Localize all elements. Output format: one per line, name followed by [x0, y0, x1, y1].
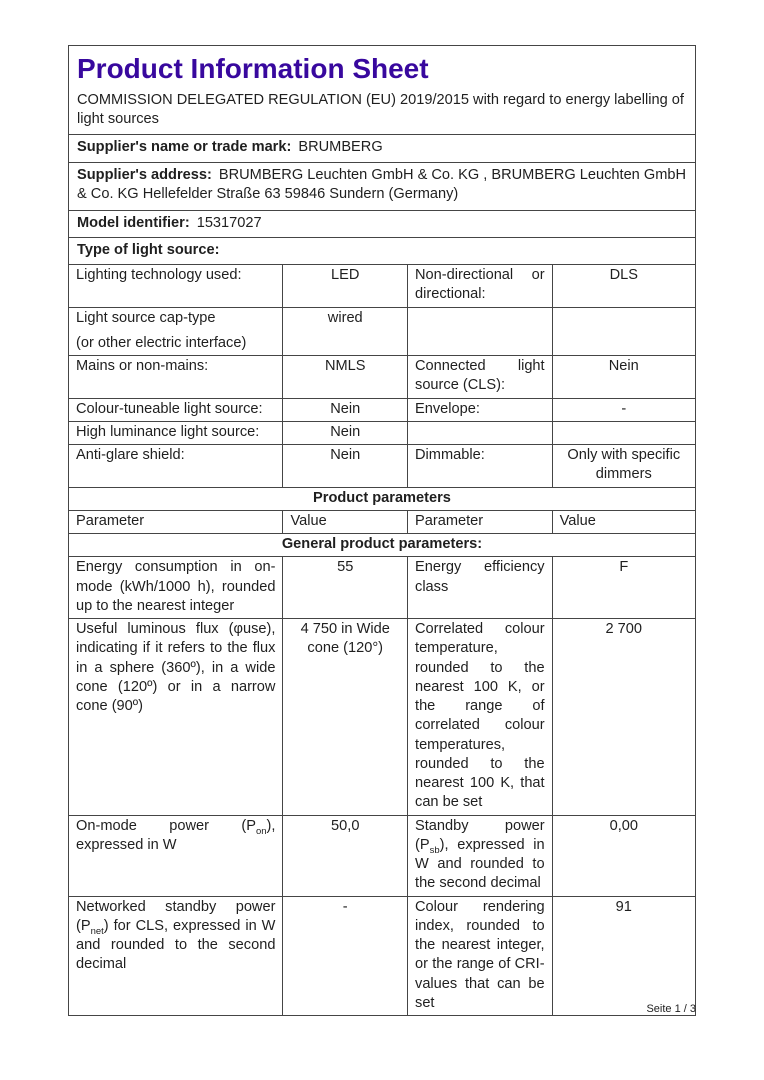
- value-cell: -: [282, 896, 407, 1015]
- value-cell: Nein: [551, 356, 695, 398]
- value-cell: Nein: [282, 398, 407, 421]
- value-cell: [551, 421, 695, 444]
- cap-type-line2: (or other electric interface): [76, 334, 247, 351]
- table-row: Networked standby power (Pnet) for CLS, …: [69, 895, 695, 1015]
- sheet-header: Product Information Sheet COMMISSION DEL…: [69, 46, 695, 134]
- value-cell: 0,00: [551, 815, 695, 896]
- supplier-address-label: Supplier's address:: [77, 167, 212, 183]
- supplier-name-label: Supplier's name or trade mark:: [77, 138, 292, 155]
- product-parameters-section-title: Product parameters: [69, 486, 695, 510]
- supplier-address-value: BRUMBERG Leuchten GmbH & Co. KG , BRUMBE…: [77, 167, 687, 203]
- page-number: Seite 1 / 3: [646, 1003, 696, 1015]
- parameter-cell: Envelope:: [407, 398, 552, 421]
- model-identifier-value: 15317027: [196, 214, 262, 231]
- column-header: Value: [551, 510, 695, 533]
- table-row: Lighting technology used: LED Non-direct…: [69, 264, 695, 307]
- parameter-cell: Anti-glare shield:: [76, 447, 185, 463]
- parameter-cell: Correlated colour temperature, rounded t…: [407, 619, 552, 815]
- column-header: Parameter: [76, 512, 145, 529]
- regulation-text: COMMISSION DELEGATED REGULATION (EU) 201…: [77, 92, 684, 128]
- parameter-cell: Dimmable:: [407, 445, 552, 487]
- value-cell: 50,0: [282, 815, 407, 896]
- value-cell: 2 700: [551, 619, 695, 815]
- table-row: High luminance light source: Nein: [69, 420, 695, 444]
- parameter-cell: Useful luminous flux (φuse), indicating …: [76, 621, 276, 714]
- supplier-name-value: BRUMBERG: [298, 138, 383, 155]
- column-header: Value: [282, 510, 407, 533]
- value-cell: wired: [282, 307, 407, 355]
- cap-type-line1: Light source cap-type: [76, 309, 216, 326]
- table-row: Mains or non-mains: NMLS Connected light…: [69, 355, 695, 398]
- parameter-cell: Mains or non-mains:: [76, 358, 209, 374]
- product-information-sheet: Product Information Sheet COMMISSION DEL…: [68, 45, 696, 1016]
- parameter-cell: Lighting technology used:: [76, 267, 242, 283]
- parameter-cell: Connected light source (CLS):: [407, 356, 552, 398]
- parameter-cell: Colour-tuneable light source:: [76, 400, 263, 417]
- parameter-cell: Non-directional or directional:: [407, 265, 552, 307]
- parameter-cell: Standby power (Psb), expressed in W and …: [407, 815, 552, 896]
- table-row: On-mode power (Pon), expressed in W 50,0…: [69, 814, 695, 896]
- model-identifier-label: Model identifier:: [77, 214, 190, 231]
- column-header: Parameter: [407, 510, 552, 533]
- table-row: Colour-tuneable light source: Nein Envel…: [69, 397, 695, 421]
- table-row: Anti-glare shield: Nein Dimmable: Only w…: [69, 444, 695, 487]
- parameter-cell: Energy consumption in on-mode (kWh/1000 …: [76, 559, 276, 614]
- type-of-light-source-row: Type of light source:: [69, 236, 695, 264]
- value-cell: 91: [551, 896, 695, 1015]
- value-cell: DLS: [551, 265, 695, 307]
- model-identifier-row: Model identifier: 15317027: [69, 209, 695, 237]
- general-product-parameters-title: General product parameters:: [69, 533, 695, 556]
- supplier-name-row: Supplier's name or trade mark: BRUMBERG: [69, 133, 695, 163]
- value-cell: Only with specific dimmers: [551, 445, 695, 487]
- page-title: Product Information Sheet: [77, 53, 429, 84]
- parameter-cell: [407, 421, 552, 444]
- parameter-cell: Light source cap-type (or other electric…: [69, 308, 282, 356]
- value-cell: Nein: [282, 421, 407, 444]
- table-row: Energy consumption in on-mode (kWh/1000 …: [69, 556, 695, 618]
- parameter-cell: High luminance light source:: [76, 423, 260, 440]
- table-header-row: Parameter Value Parameter Value: [69, 509, 695, 533]
- parameter-cell: Networked standby power (Pnet) for CLS, …: [76, 898, 276, 973]
- value-cell: 55: [282, 557, 407, 618]
- value-cell: Nein: [282, 445, 407, 487]
- parameter-cell: On-mode power (Pon), expressed in W: [76, 817, 276, 853]
- value-cell: -: [551, 398, 695, 421]
- table-row: Useful luminous flux (φuse), indicating …: [69, 618, 695, 815]
- table-row: Light source cap-type (or other electric…: [69, 306, 695, 356]
- value-cell: NMLS: [282, 356, 407, 398]
- type-of-light-source-label: Type of light source:: [77, 241, 220, 258]
- value-cell: 4 750 in Wide cone (120°): [282, 619, 407, 815]
- parameter-cell: Colour rendering index, rounded to the n…: [407, 896, 552, 1015]
- value-cell: F: [551, 557, 695, 618]
- parameter-cell: [407, 307, 552, 355]
- supplier-address-row: Supplier's address: BRUMBERG Leuchten Gmb…: [69, 162, 695, 210]
- value-cell: [551, 307, 695, 355]
- parameter-cell: Energy efficiency class: [407, 557, 552, 618]
- value-cell: LED: [282, 265, 407, 307]
